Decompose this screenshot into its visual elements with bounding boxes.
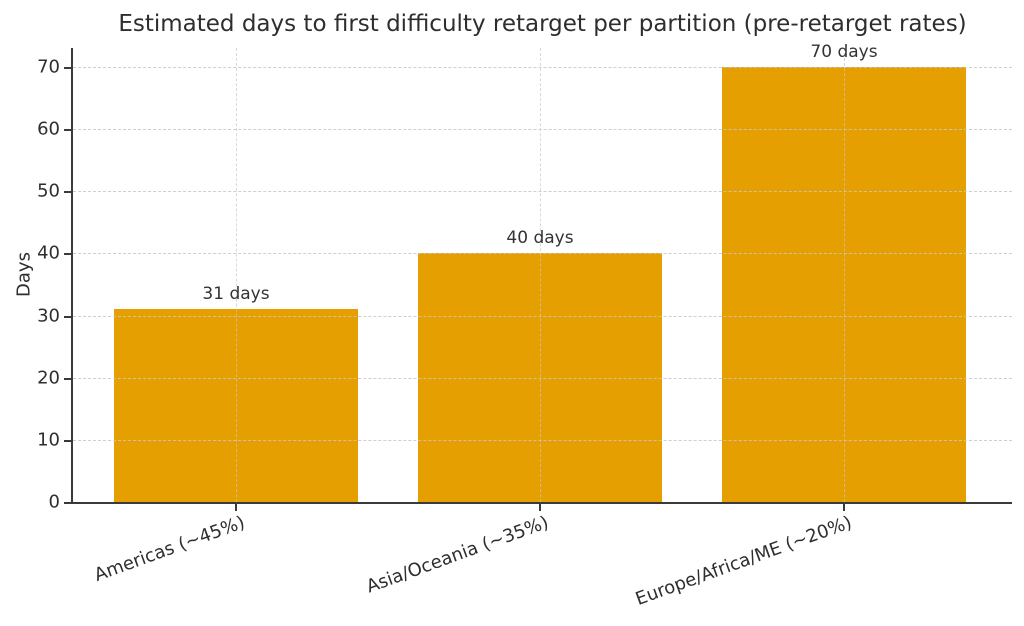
x-tick-label-europe-africa-me: Europe/Africa/ME (~20%) [633,512,856,610]
gridline-h [73,129,1012,131]
y-tick-label: 10 [37,429,60,451]
gridline-h [73,253,1012,255]
bar-value-label: 40 days [506,228,574,249]
y-tick-mark [64,315,71,318]
y-tick-mark [64,129,71,132]
x-tick-mark [539,504,541,511]
gridline-h [73,67,1012,68]
x-tick-mark [235,504,237,511]
y-tick-label: 30 [37,305,60,327]
x-tick-mark [843,504,845,511]
gridline-h [73,377,1012,379]
y-tick-mark [64,377,71,380]
y-tick-mark [64,191,71,194]
y-tick-mark [64,502,71,504]
y-tick-label: 40 [37,242,60,264]
y-tick-mark [64,67,71,69]
y-tick-mark [64,253,71,256]
bar-value-label: 70 days [810,42,878,62]
gridline-h [73,315,1012,317]
y-tick-label: 70 [37,56,60,78]
y-tick-label: 20 [37,367,60,389]
x-tick-label-americas: Americas (~45%) [91,512,248,586]
gridline-v [844,48,845,502]
plot-area [73,48,1012,502]
y-tick-label: 50 [37,180,60,202]
gridline-v [236,48,237,502]
gridline-h [73,439,1012,441]
y-tick-label: 60 [37,118,60,140]
gridline-h [73,191,1012,193]
y-tick-label: 0 [48,491,60,513]
chart-title: Estimated days to first difficulty retar… [118,11,967,37]
x-axis-spine [71,502,1012,504]
y-axis-spine [71,48,73,504]
gridline-v [540,48,541,502]
y-tick-mark [64,439,71,442]
bar-value-label: 31 days [202,284,270,305]
x-tick-label-asia-oceania: Asia/Oceania (~35%) [363,512,552,598]
